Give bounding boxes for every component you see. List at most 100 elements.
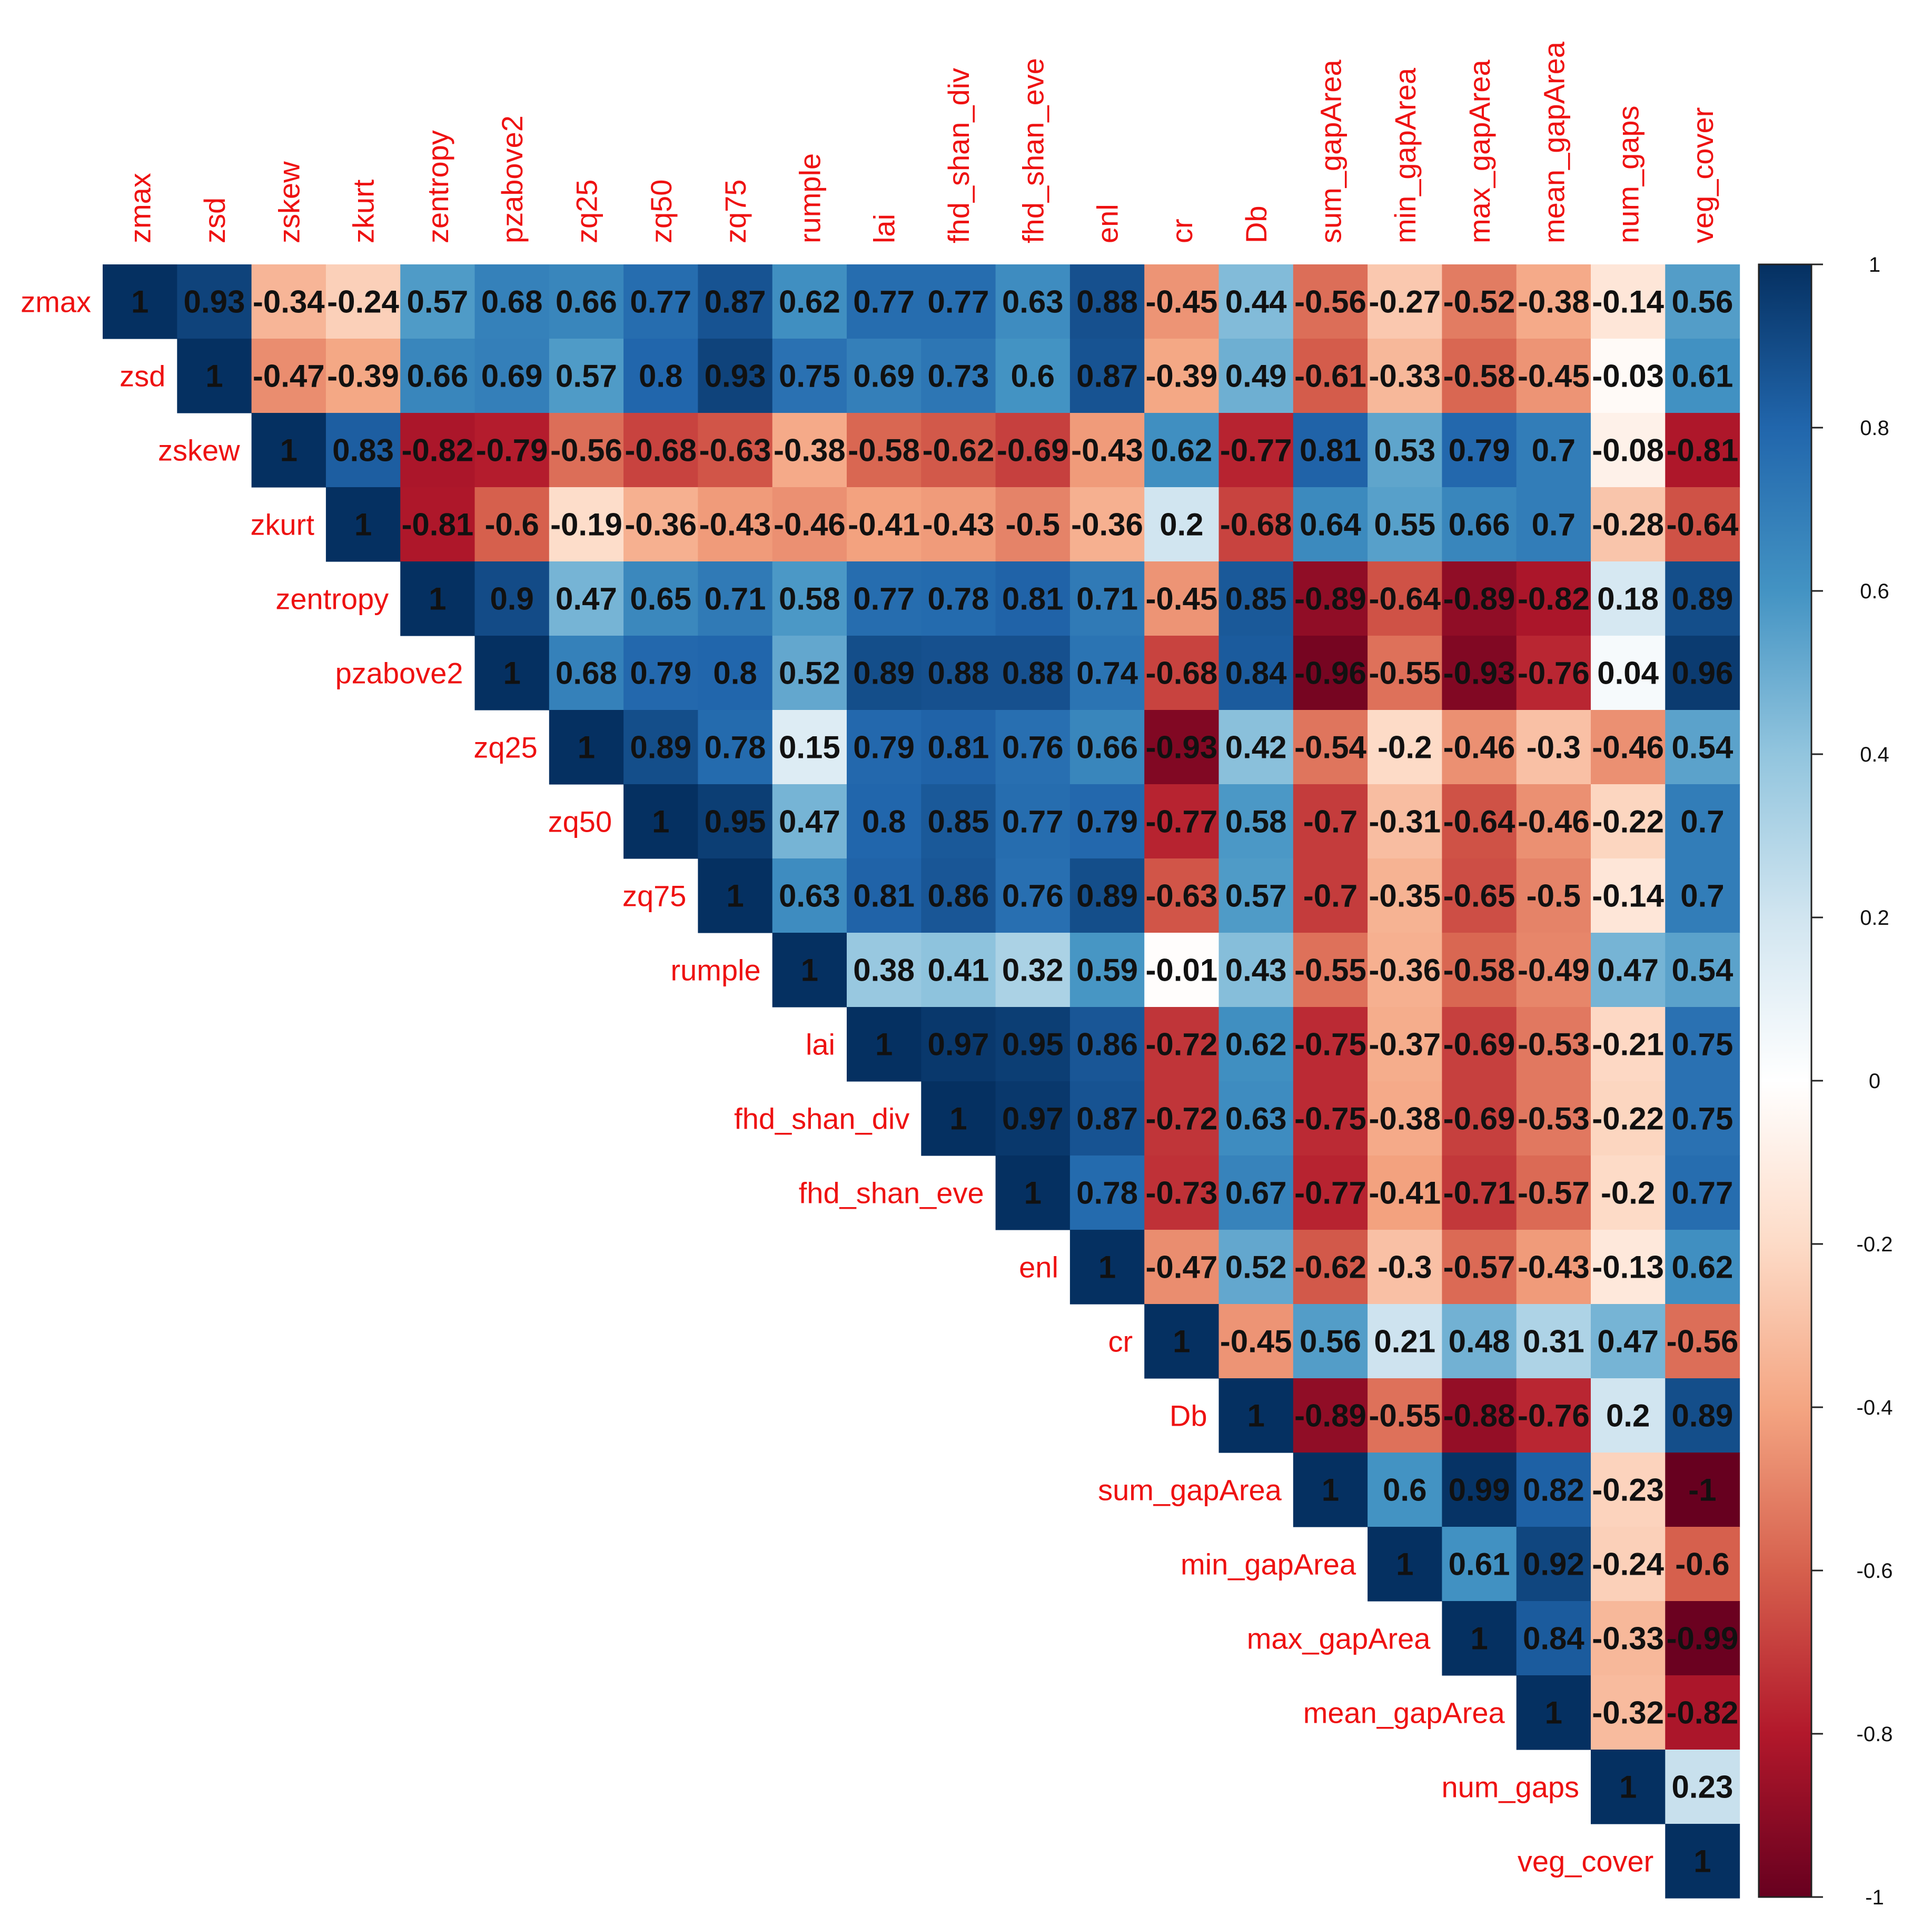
cell-value: 0.04 <box>1597 656 1659 691</box>
cell-value: -0.58 <box>1443 953 1515 988</box>
heatmap-cell <box>1293 561 1368 636</box>
heatmap-cell <box>847 264 922 339</box>
cell-value: -0.56 <box>1294 284 1366 320</box>
heatmap-cell <box>1516 1453 1591 1527</box>
cell-value: 0.85 <box>928 804 989 839</box>
heatmap-cell <box>623 339 698 413</box>
column-label: fhd_shan_div <box>942 68 975 243</box>
heatmap-cell <box>995 1007 1071 1082</box>
colorbar-tick-label: 0.2 <box>1860 906 1889 930</box>
cell-value: -0.63 <box>699 433 771 468</box>
heatmap-cell <box>847 339 922 413</box>
cell-value: -0.43 <box>923 507 995 542</box>
cell-value: 0.63 <box>1002 284 1064 320</box>
heatmap-cell <box>1591 264 1666 339</box>
heatmap-cell <box>1591 339 1666 413</box>
heatmap-cell <box>1069 1155 1145 1230</box>
heatmap-cell <box>1591 1155 1666 1230</box>
heatmap-cell <box>1591 858 1666 933</box>
cell-value: 1 <box>949 1101 967 1137</box>
cell-value: -0.38 <box>1518 284 1590 320</box>
heatmap-cell <box>772 561 847 636</box>
cell-value: 1 <box>131 284 148 320</box>
cell-value: 0.62 <box>1225 1027 1287 1062</box>
cell-value: 0.47 <box>556 581 617 617</box>
cell-value: 0.68 <box>556 656 617 691</box>
heatmap-cell <box>1665 487 1740 562</box>
cell-value: 0.66 <box>1076 730 1138 765</box>
cell-value: 1 <box>1470 1621 1488 1656</box>
cell-value: -0.43 <box>1518 1250 1590 1285</box>
cell-value: -0.58 <box>848 433 920 468</box>
cell-value: 0.74 <box>1076 656 1138 691</box>
heatmap-cell <box>1218 710 1294 785</box>
cell-value: -0.81 <box>401 507 473 542</box>
cell-value: -0.36 <box>1369 953 1441 988</box>
cell-value: -0.68 <box>1145 656 1217 691</box>
heatmap-cell <box>921 710 996 785</box>
heatmap-cell <box>847 784 922 859</box>
column-label: fhd_shan_eve <box>1016 58 1049 243</box>
heatmap-cell <box>1218 933 1294 1008</box>
heatmap-cell <box>847 933 922 1008</box>
heatmap-cell <box>1293 858 1368 933</box>
cell-value: -0.76 <box>1518 1398 1590 1434</box>
heatmap-cell <box>1218 784 1294 859</box>
heatmap-cell <box>1442 264 1517 339</box>
cell-value: 0.63 <box>779 878 840 914</box>
heatmap-cell <box>921 933 996 1008</box>
cell-value: 0.93 <box>184 284 245 320</box>
cell-value: 1 <box>205 359 223 394</box>
heatmap-cell <box>1368 710 1442 785</box>
cell-value: 1 <box>1545 1695 1562 1731</box>
cell-value: 0.71 <box>705 581 766 617</box>
heatmap-cell <box>1591 784 1666 859</box>
heatmap-cell <box>1293 339 1368 413</box>
heatmap-cell <box>698 264 773 339</box>
column-label: sum_gapArea <box>1314 59 1347 243</box>
cell-value: 1 <box>1396 1547 1413 1582</box>
heatmap-cell <box>1591 933 1666 1008</box>
row-label: enl <box>1019 1251 1058 1284</box>
cell-value: -0.5 <box>1527 878 1581 914</box>
heatmap-cell <box>400 561 475 636</box>
heatmap-cell <box>1218 1155 1294 1230</box>
cell-value: 0.75 <box>1672 1101 1733 1137</box>
heatmap-cell <box>1516 1527 1591 1602</box>
cell-value: 0.53 <box>1374 433 1435 468</box>
heatmap-cell <box>847 636 922 710</box>
cell-value: 0.2 <box>1606 1398 1650 1434</box>
heatmap-cell <box>1665 264 1740 339</box>
heatmap-cell <box>1069 487 1145 562</box>
cell-value: 0.66 <box>407 359 468 394</box>
heatmap-cell <box>474 561 550 636</box>
heatmap-cell <box>1591 1230 1666 1305</box>
cell-value: 0.56 <box>1672 284 1733 320</box>
heatmap-cell <box>549 710 624 785</box>
cell-value: 0.64 <box>1300 507 1361 542</box>
heatmap-cell <box>1442 561 1517 636</box>
cell-value: 0.81 <box>1002 581 1064 617</box>
colorbar-tick-label: -1 <box>1865 1886 1884 1909</box>
heatmap-cell <box>623 710 698 785</box>
heatmap-cell <box>623 264 698 339</box>
cell-value: 1 <box>801 953 818 988</box>
cell-value: 1 <box>726 878 744 914</box>
cell-value: 0.96 <box>1672 656 1733 691</box>
heatmap-cell <box>400 487 475 562</box>
cell-value: -0.41 <box>848 507 920 542</box>
cell-value: 0.71 <box>1076 581 1138 617</box>
row-label: zkurt <box>251 508 315 541</box>
cell-value: 0.86 <box>928 878 989 914</box>
row-label: zq50 <box>548 805 612 838</box>
cell-value: -0.47 <box>253 359 325 394</box>
heatmap-cell <box>1665 1527 1740 1602</box>
cell-value: 0.38 <box>853 953 915 988</box>
cell-value: -0.82 <box>1667 1695 1739 1731</box>
cell-value: -0.33 <box>1369 359 1441 394</box>
heatmap-cell <box>623 487 698 562</box>
cell-value: -0.77 <box>1294 1176 1366 1211</box>
cell-value: 0.79 <box>630 656 691 691</box>
cell-value: -0.71 <box>1443 1176 1515 1211</box>
cell-value: 0.61 <box>1672 359 1733 394</box>
